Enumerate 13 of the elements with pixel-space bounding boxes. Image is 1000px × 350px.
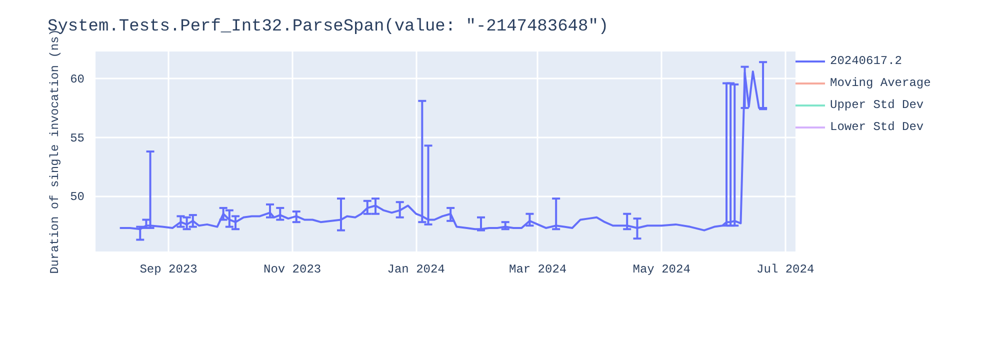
legend-label: Lower Std Dev xyxy=(830,120,924,134)
x-tick-label: Jan 2024 xyxy=(387,262,445,276)
x-tick-label: May 2024 xyxy=(632,262,690,276)
y-tick-label: 55 xyxy=(70,131,85,146)
y-tick-label: 50 xyxy=(70,190,85,204)
x-tick-label: Mar 2024 xyxy=(509,262,567,276)
legend-label: 20240617.2 xyxy=(830,54,902,68)
legend-label: Moving Average xyxy=(830,76,931,90)
x-tick-label: Sep 2023 xyxy=(140,262,198,276)
x-tick-label: Nov 2023 xyxy=(264,262,322,276)
legend-label: Upper Std Dev xyxy=(830,98,924,112)
y-tick-label: 60 xyxy=(70,72,85,87)
x-tick-label: Jul 2024 xyxy=(756,262,814,276)
